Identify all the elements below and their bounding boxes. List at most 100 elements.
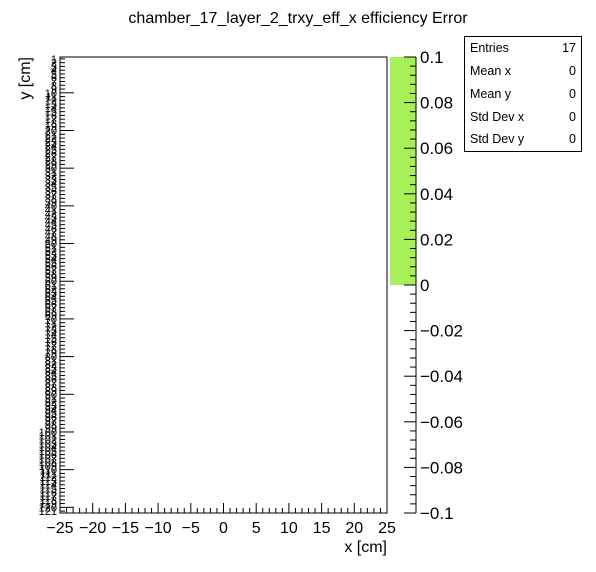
y-tick-label: 80	[45, 352, 57, 364]
y-tick-label: 46	[45, 223, 57, 235]
palette-tick-label: −0.04	[420, 367, 463, 386]
stats-box: Entries 17 Mean x 0 Mean y 0 Std Dev x 0…	[464, 36, 582, 152]
y-tick-label: 93	[45, 401, 57, 413]
y-tick-label: 61	[45, 280, 57, 292]
palette-tick-label: −0.02	[420, 322, 463, 341]
y-tick-label: 48	[45, 231, 57, 243]
palette-tick-label: −0.06	[420, 413, 463, 432]
palette-fill	[390, 57, 416, 285]
palette-tick-label: 0.1	[420, 48, 444, 67]
y-tick-label: 7	[51, 76, 57, 88]
y-tick-label: 71	[45, 318, 57, 330]
y-tick-label: 26	[45, 148, 57, 160]
y-tick-label: 79	[45, 348, 57, 360]
y-tick-label: 57	[45, 265, 57, 277]
y-tick-label: 94	[45, 404, 57, 416]
y-tick-label: 101	[39, 431, 57, 443]
y-tick-label: 73	[45, 325, 57, 337]
y-tick-label: 21	[45, 129, 57, 141]
x-tick-label: −5	[182, 520, 200, 537]
y-tick-label: 62	[45, 284, 57, 296]
y-tick-label: 121	[39, 506, 57, 518]
palette-tick-label: 0.08	[420, 94, 453, 113]
y-tick-label: 81	[45, 355, 57, 367]
stats-value: 0	[569, 87, 576, 101]
y-tick-label: 19	[45, 122, 57, 134]
y-tick-label: 67	[45, 303, 57, 315]
y-tick-label: 105	[39, 446, 57, 458]
y-tick-label: 39	[45, 197, 57, 209]
y-tick-label: 42	[45, 208, 57, 220]
y-tick-label: 76	[45, 337, 57, 349]
y-tick-label: 9	[51, 84, 57, 96]
y-tick-label: 31	[45, 167, 57, 179]
stats-value: 0	[569, 110, 576, 124]
palette-tick-label: 0.04	[420, 185, 453, 204]
x-tick-label: 25	[378, 520, 396, 537]
stats-key: Std Dev x	[470, 110, 525, 124]
y-tick-label: 1	[51, 54, 57, 66]
y-tick-label: 91	[45, 393, 57, 405]
y-tick-label: 17	[45, 114, 57, 126]
y-tick-label: 60	[45, 276, 57, 288]
y-tick-label: 53	[45, 250, 57, 262]
y-tick-label: 5	[51, 69, 57, 81]
y-tick-label: 11	[46, 92, 57, 104]
stats-value: 17	[562, 41, 576, 55]
y-tick-label: 69	[45, 310, 57, 322]
y-tick-label: 56	[45, 261, 57, 273]
y-tick-label: 103	[39, 438, 57, 450]
y-tick-label: 116	[39, 487, 57, 499]
y-tick-label: 30	[45, 163, 57, 175]
y-tick-label: 59	[45, 272, 57, 284]
y-tick-label: 68	[45, 306, 57, 318]
y-tick-label: 92	[45, 397, 57, 409]
y-tick-label: 52	[45, 246, 57, 258]
y-tick-label: 88	[45, 382, 57, 394]
x-tick-label: −25	[46, 520, 73, 537]
y-tick-label: 50	[45, 239, 57, 251]
y-tick-label: 102	[39, 435, 57, 447]
y-tick-label: 27	[45, 152, 57, 164]
y-tick-label: 87	[45, 378, 57, 390]
y-tick-label: 72	[45, 321, 57, 333]
y-tick-label: 35	[45, 182, 57, 194]
y-tick-label: 90	[45, 389, 57, 401]
y-tick-label: 78	[45, 344, 57, 356]
y-tick-label: 75	[45, 333, 57, 345]
y-tick-label: 24	[45, 141, 57, 153]
y-tick-label: 106	[39, 450, 57, 462]
y-tick-label: 117	[39, 491, 57, 503]
y-tick-label: 44	[45, 216, 57, 228]
y-tick-label: 32	[45, 171, 57, 183]
y-tick-label: 22	[45, 133, 57, 145]
y-tick-label: 107	[39, 453, 57, 465]
y-tick-label: 28	[45, 156, 57, 168]
y-tick-label: 113	[39, 476, 57, 488]
y-tick-label: 111	[40, 468, 57, 480]
x-axis: −25 −20 −15 −10 −5 0 5 10 15 20 25	[46, 503, 396, 537]
x-axis-label: x [cm]	[344, 539, 387, 556]
y-tick-label: 34	[45, 178, 57, 190]
x-tick-label: 5	[252, 520, 261, 537]
y-tick-label: 16	[45, 110, 57, 122]
y-tick-label: 13	[45, 99, 57, 111]
y-tick-label: 104	[39, 442, 57, 454]
y-tick-label: 74	[45, 329, 57, 341]
y-tick-label: 97	[45, 416, 57, 428]
y-tick-label: 2	[51, 58, 57, 70]
stats-row-std-dev-y: Std Dev y 0	[470, 132, 576, 148]
x-tick-label: −20	[79, 520, 106, 537]
stats-row-mean-x: Mean x 0	[470, 64, 576, 80]
y-tick-label: 10	[45, 88, 57, 100]
y-tick-label: 4	[51, 65, 57, 77]
color-palette: 0.1 0.08 0.06 0.04 0.02 0 −0.02 −0.04 −0.06 −0.08…	[390, 48, 463, 523]
y-tick-label: 96	[45, 412, 57, 424]
x-tick-label: −15	[112, 520, 139, 537]
y-tick-label: 95	[45, 408, 57, 420]
y-tick-label: 98	[45, 419, 57, 431]
y-tick-label: 25	[45, 144, 57, 156]
x-tick-label: 0	[219, 520, 228, 537]
y-tick-label: 45	[45, 220, 57, 232]
stats-key: Std Dev y	[470, 132, 525, 146]
